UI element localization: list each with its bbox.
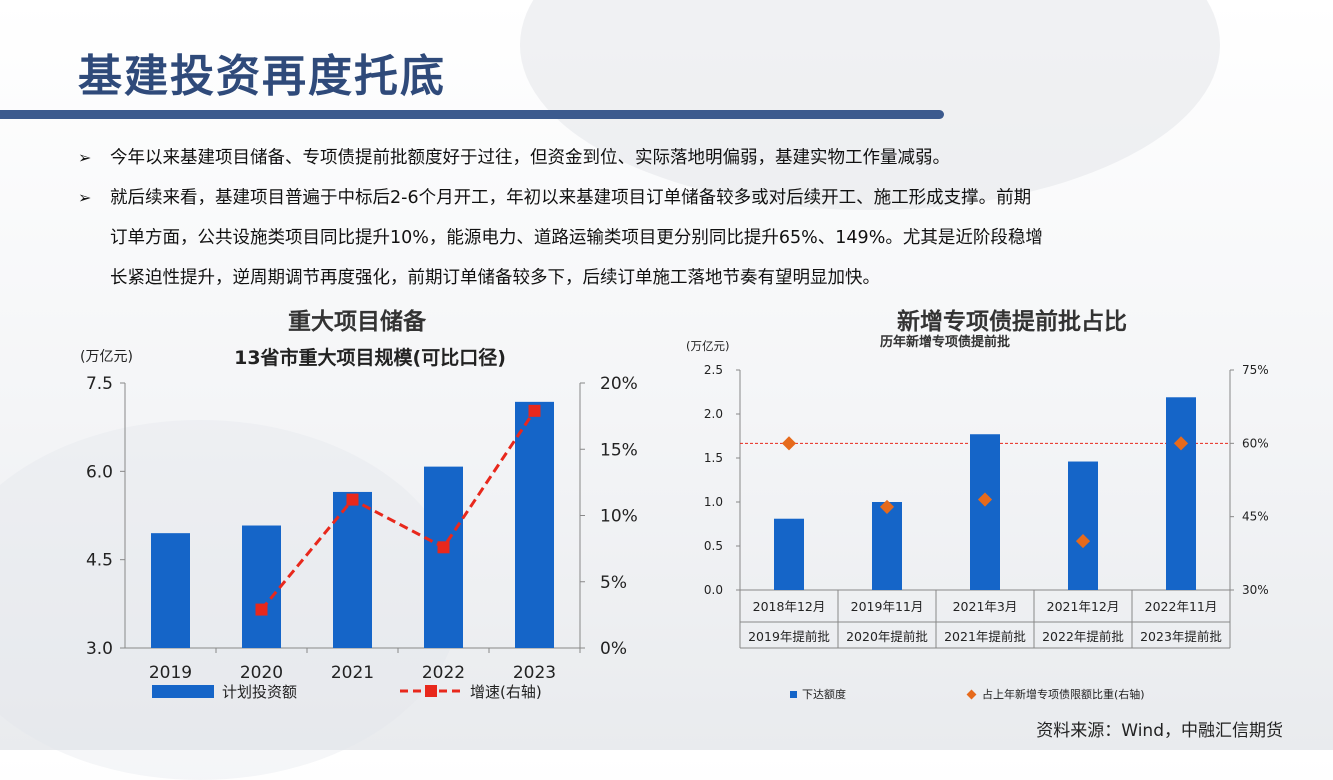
- left-x-tick-label: 2019: [149, 663, 192, 683]
- left-bar: [333, 491, 372, 648]
- title-underline: [0, 110, 944, 119]
- right-y2-tick-label: 60%: [1242, 436, 1269, 450]
- bullet-arrow-icon: ➢: [78, 148, 92, 167]
- right-y-tick-label: 0.5: [704, 539, 723, 553]
- left-x-tick-label: 2023: [513, 663, 556, 683]
- left-chart-panel-title: 重大项目储备: [288, 309, 426, 335]
- left-y2-tick-label: 20%: [600, 374, 638, 394]
- right-scatter-marker: [781, 436, 797, 451]
- left-legend-bar-swatch: [152, 685, 214, 698]
- right-legend-marker-swatch: [966, 689, 977, 700]
- right-y-tick-label: 0.0: [704, 583, 723, 597]
- left-bar: [151, 533, 190, 648]
- right-bar: [1068, 461, 1098, 590]
- right-y-tick-label: 1.5: [704, 451, 723, 465]
- left-line-marker: [437, 541, 450, 554]
- source-note: 资料来源：Wind，中融汇信期货: [1036, 721, 1283, 741]
- left-y2-tick-label: 5%: [600, 573, 627, 593]
- right-y-tick-label: 1.0: [704, 495, 723, 509]
- background-decoration: [0, 420, 460, 780]
- right-y2-tick-label: 30%: [1242, 583, 1269, 597]
- bullet-text-line: 订单方面，公共设施类项目同比提升10%，能源电力、道路运输类项目更分别同比提升6…: [110, 228, 1043, 248]
- right-y2-tick-label: 45%: [1242, 510, 1269, 524]
- right-x-tick-label: 2022年11月: [1145, 599, 1218, 614]
- right-x-tick-label: 2018年12月: [753, 599, 826, 614]
- right-y-tick-label: 2.0: [704, 407, 723, 421]
- left-legend-line-label: 增速(右轴): [470, 683, 542, 701]
- right-y2-tick-label: 75%: [1242, 363, 1269, 377]
- left-y2-tick-label: 10%: [600, 507, 638, 527]
- left-line-marker: [255, 603, 268, 616]
- bullet-text-line: 长紧迫性提升，逆周期调节再度强化，前期订单储备较多下，后续订单施工落地节奏有望明…: [110, 268, 880, 288]
- left-chart: 13省市重大项目规模(可比口径) (万亿元) 3.0 4.5 6.0 7.5 0% 5%…: [80, 346, 638, 701]
- right-scatter-marker: [977, 492, 993, 507]
- right-x-sublabel: 2022年提前批: [1042, 629, 1124, 644]
- left-x-tick-label: 2022: [422, 663, 465, 683]
- left-legend-bar-label: 计划投资额: [222, 683, 297, 701]
- bullet-item: ➢ 今年以来基建项目储备、专项债提前批额度好于过往，但资金到位、实际落地明偏弱，…: [78, 138, 1268, 178]
- right-bar: [970, 434, 1000, 590]
- right-x-tick-label: 2021年12月: [1047, 599, 1120, 614]
- left-x-tick-label: 2020: [240, 663, 283, 683]
- right-scatter-marker: [1173, 436, 1189, 451]
- right-bar: [1166, 397, 1196, 590]
- left-growth-line: [260, 409, 536, 611]
- left-legend-line-marker: [425, 685, 437, 697]
- right-x-tick-label: 2021年3月: [953, 599, 1018, 614]
- left-bar: [424, 466, 463, 648]
- right-chart-title: 历年新增专项债提前批: [880, 334, 1010, 350]
- left-y-tick-label: 3.0: [86, 639, 113, 659]
- left-y-tick-label: 4.5: [86, 551, 113, 571]
- right-bar: [872, 502, 902, 590]
- page-title: 基建投资再度托底: [78, 51, 446, 102]
- right-chart-panel-title: 新增专项债提前批占比: [897, 309, 1127, 335]
- right-x-tick-label: 2019年11月: [851, 599, 924, 614]
- bullet-item: ➢ 就后续来看，基建项目普遍于中标后2-6个月开工，年初以来基建项目订单储备较多…: [78, 178, 1268, 298]
- left-line-marker: [346, 493, 359, 506]
- bullet-text-line: 今年以来基建项目储备、专项债提前批额度好于过往，但资金到位、实际落地明偏弱，基建…: [110, 148, 950, 168]
- right-y-tick-label: 2.5: [704, 363, 723, 377]
- right-x-sublabel: 2023年提前批: [1140, 629, 1222, 644]
- bullet-list: ➢ 今年以来基建项目储备、专项债提前批额度好于过往，但资金到位、实际落地明偏弱，…: [78, 138, 1268, 298]
- left-x-tick-label: 2021: [331, 663, 374, 683]
- bullet-arrow-icon: ➢: [78, 188, 92, 207]
- right-legend-bar-swatch: [790, 691, 797, 698]
- left-y-tick-label: 6.0: [86, 462, 113, 482]
- right-scatter-marker: [879, 499, 895, 514]
- left-line-marker: [528, 404, 541, 417]
- right-bar: [774, 518, 804, 590]
- right-x-sublabel: 2019年提前批: [748, 629, 830, 644]
- right-x-sublabel: 2020年提前批: [846, 629, 928, 644]
- left-y-tick-label: 7.5: [86, 374, 113, 394]
- right-x-sublabel: 2021年提前批: [944, 629, 1026, 644]
- left-y2-tick-label: 0%: [600, 639, 627, 659]
- bullet-text-line: 就后续来看，基建项目普遍于中标后2-6个月开工，年初以来基建项目订单储备较多或对…: [110, 188, 1032, 208]
- right-scatter-marker: [1075, 534, 1091, 549]
- left-chart-unit-label: (万亿元): [80, 349, 133, 365]
- right-chart-unit-label: (万亿元): [686, 339, 729, 353]
- right-legend-marker-label: 占上年新增专项债限额比重(右轴): [982, 687, 1145, 701]
- left-y2-tick-label: 15%: [600, 440, 638, 460]
- left-bar: [515, 401, 554, 648]
- left-bar: [242, 525, 281, 648]
- right-legend-bar-label: 下达额度: [802, 687, 846, 701]
- left-chart-title: 13省市重大项目规模(可比口径): [234, 346, 506, 369]
- right-chart: (万亿元) 历年新增专项债提前批 0.0 0.5 1.0 1.5 2.0 2.5 30% 4…: [686, 334, 1269, 701]
